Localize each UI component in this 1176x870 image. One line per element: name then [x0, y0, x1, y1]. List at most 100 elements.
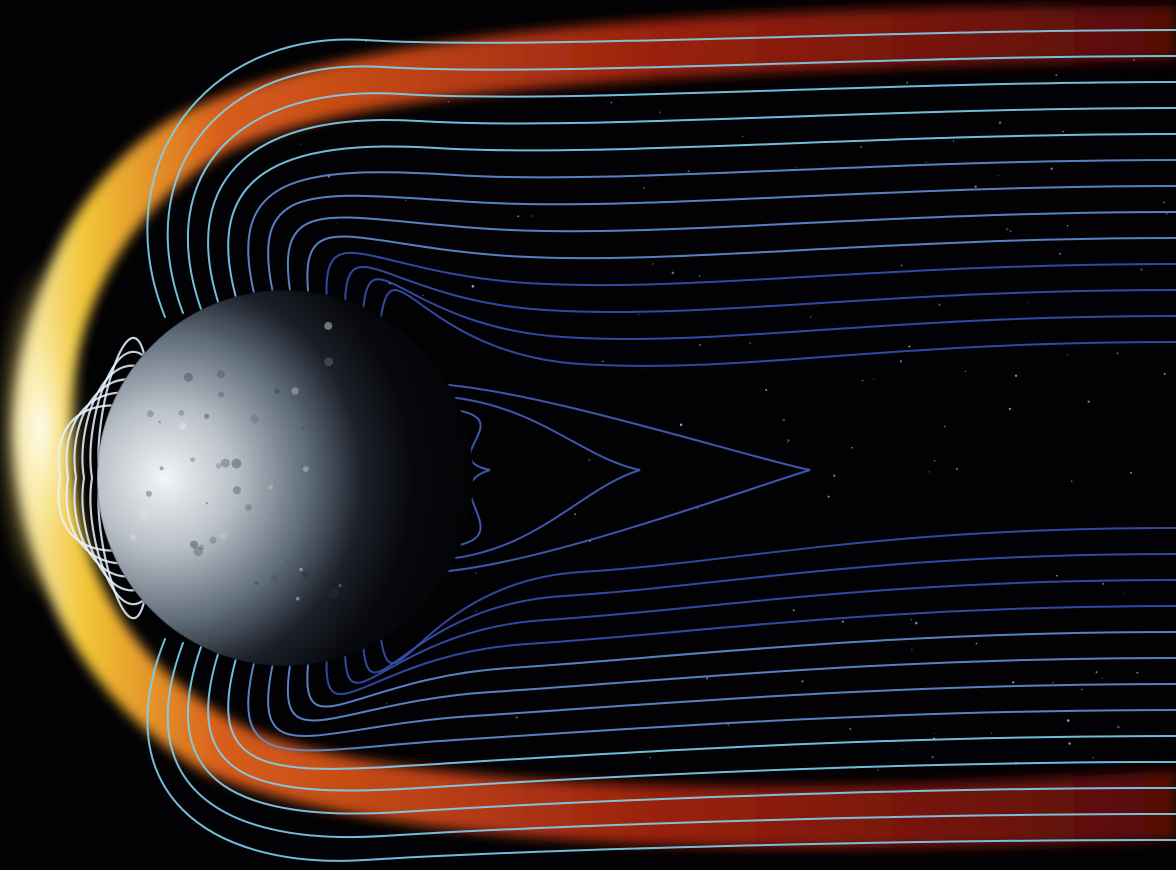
field-line	[267, 185, 1176, 294]
star	[574, 513, 577, 516]
star	[1092, 756, 1095, 759]
crater	[328, 588, 339, 599]
star	[610, 101, 613, 104]
field-line	[362, 278, 1176, 340]
crater	[138, 509, 149, 520]
star	[853, 768, 855, 769]
field-line	[65, 391, 187, 565]
star	[1165, 212, 1168, 215]
star	[860, 146, 863, 148]
star	[877, 769, 879, 772]
star	[928, 471, 931, 473]
field-line	[380, 289, 1176, 367]
star	[1059, 252, 1062, 255]
star	[1008, 407, 1012, 411]
magnetic-field-lines	[57, 29, 1176, 862]
star	[827, 495, 830, 498]
crater	[338, 584, 342, 588]
star	[925, 161, 927, 163]
star	[974, 185, 977, 188]
star	[1101, 677, 1104, 679]
star	[1117, 725, 1120, 729]
crater	[301, 570, 310, 579]
star	[749, 342, 752, 345]
crater	[145, 490, 152, 497]
field-line	[434, 395, 641, 561]
star	[908, 345, 911, 348]
star	[1095, 671, 1098, 674]
star	[873, 378, 875, 380]
star	[471, 285, 475, 288]
crater	[146, 410, 154, 418]
star	[729, 135, 731, 137]
crater	[216, 370, 225, 379]
star	[765, 388, 768, 392]
crater	[198, 544, 205, 551]
star	[671, 271, 675, 275]
field-line	[89, 351, 157, 605]
star	[601, 360, 604, 363]
field-line	[306, 631, 1176, 708]
field-line	[344, 266, 1176, 314]
crater	[324, 321, 333, 330]
crater	[302, 427, 305, 430]
star	[300, 143, 302, 145]
star	[832, 474, 836, 478]
star	[943, 425, 946, 428]
star	[475, 610, 478, 612]
star	[517, 215, 520, 218]
star	[1081, 688, 1083, 691]
crater	[158, 420, 161, 424]
field-line	[434, 407, 491, 549]
crater	[291, 387, 299, 395]
crater	[179, 422, 187, 430]
field-line	[325, 251, 1176, 306]
star	[1066, 225, 1069, 227]
star	[787, 439, 790, 442]
star	[961, 257, 963, 259]
star	[952, 140, 955, 142]
star	[697, 507, 699, 509]
star	[1140, 268, 1143, 271]
star	[964, 370, 967, 373]
field-line	[362, 553, 1176, 674]
star	[648, 756, 652, 759]
star	[637, 313, 640, 316]
bow-shock	[0, 6, 1176, 848]
star	[699, 344, 701, 346]
star	[1087, 400, 1090, 403]
star	[1062, 130, 1064, 133]
star	[588, 459, 591, 461]
star	[1123, 592, 1125, 594]
star	[642, 187, 645, 190]
field-line	[207, 650, 1176, 792]
star	[687, 170, 690, 173]
star	[929, 749, 931, 751]
star	[861, 379, 864, 382]
star	[933, 460, 936, 462]
star	[369, 125, 371, 126]
crater	[299, 567, 303, 572]
star	[851, 446, 853, 449]
planet	[96, 289, 474, 667]
star	[782, 418, 786, 421]
star	[801, 680, 804, 683]
star	[698, 275, 701, 277]
star	[1009, 230, 1012, 232]
star	[934, 733, 935, 734]
crater	[250, 414, 259, 424]
crater	[218, 391, 225, 398]
star	[900, 264, 903, 267]
star	[422, 294, 425, 297]
star	[841, 620, 844, 623]
field-line	[146, 29, 1176, 318]
field-line	[286, 657, 1176, 722]
star	[910, 618, 913, 621]
crater	[324, 357, 334, 367]
crater	[296, 596, 300, 601]
crater	[209, 536, 217, 544]
star	[1005, 227, 1009, 231]
field-line	[247, 159, 1176, 298]
crater	[274, 610, 278, 613]
